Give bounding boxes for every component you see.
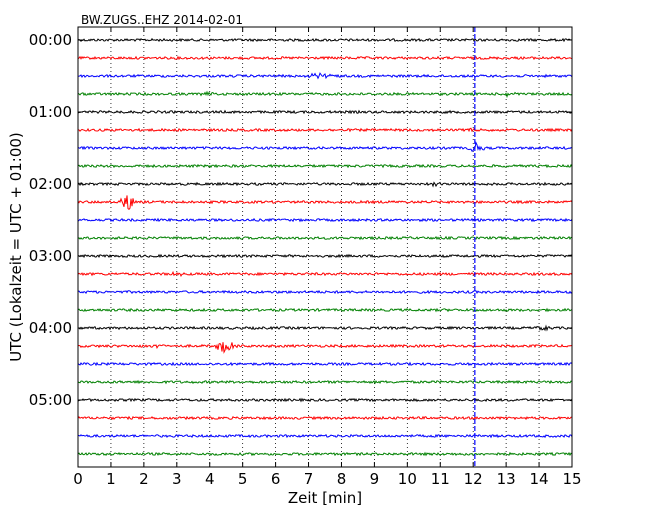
seismic-trace: [77, 397, 573, 403]
seismic-trace: [77, 195, 573, 210]
x-tick-label: 9: [370, 470, 380, 488]
seismic-trace: [77, 451, 573, 457]
seismic-trace: [77, 270, 573, 277]
y-tick-label: 01:00: [29, 103, 72, 121]
x-tick-label: 12: [464, 470, 483, 488]
chart-title: BW.ZUGS..EHZ 2014-02-01: [81, 13, 243, 27]
x-tick-label: 3: [172, 470, 182, 488]
seismic-trace: [77, 361, 573, 367]
x-tick-label: 4: [205, 470, 215, 488]
x-tick-label: 2: [139, 470, 149, 488]
seismic-trace: [77, 90, 573, 99]
seismic-trace: [77, 307, 573, 313]
seismic-trace: [77, 342, 573, 354]
seismic-trace: [77, 37, 573, 43]
y-tick-label: 03:00: [29, 247, 72, 265]
seismic-trace: [77, 72, 573, 80]
x-tick-label: 1: [106, 470, 116, 488]
x-tick-label: 6: [271, 470, 281, 488]
y-tick-label: 00:00: [29, 31, 72, 49]
x-tick-label: 15: [562, 470, 581, 488]
seismic-trace: [77, 379, 573, 385]
seismic-trace: [77, 141, 573, 152]
x-tick-label: 7: [304, 470, 314, 488]
y-tick-label: 05:00: [29, 391, 72, 409]
x-tick-label: 5: [238, 470, 248, 488]
x-grid: [110, 27, 540, 467]
x-tick-label: 14: [530, 470, 549, 488]
x-tick-label: 11: [431, 470, 450, 488]
seismic-trace: [77, 181, 573, 188]
x-tick-label: 10: [398, 470, 417, 488]
trace-group: [77, 37, 573, 457]
seismic-trace: [77, 163, 573, 169]
x-tick-label: 8: [337, 470, 347, 488]
seismic-trace: [77, 253, 573, 259]
seismic-trace: [77, 109, 573, 115]
x-tick-label: 0: [73, 470, 83, 488]
seismic-trace: [77, 55, 573, 61]
y-axis-label: UTC (Lokalzeit = UTC + 01:00): [7, 132, 25, 362]
x-axis-label: Zeit [min]: [288, 489, 362, 507]
seismic-trace: [77, 127, 573, 133]
x-tick-label: 13: [497, 470, 516, 488]
seismic-trace: [77, 324, 573, 332]
y-tick-label: 02:00: [29, 175, 72, 193]
seismic-trace: [77, 217, 573, 223]
plot-frame: [77, 26, 573, 468]
y-tick-label: 04:00: [29, 319, 72, 337]
seismic-trace: [77, 415, 573, 421]
seismic-trace: [77, 235, 573, 241]
tick-group: 0 1 2 3 4 5 6 7 8 9 10 11 12 13 14 1500:0001:0002:0003:…: [29, 27, 582, 488]
seismic-trace: [77, 289, 573, 295]
seismic-trace: [77, 433, 573, 439]
